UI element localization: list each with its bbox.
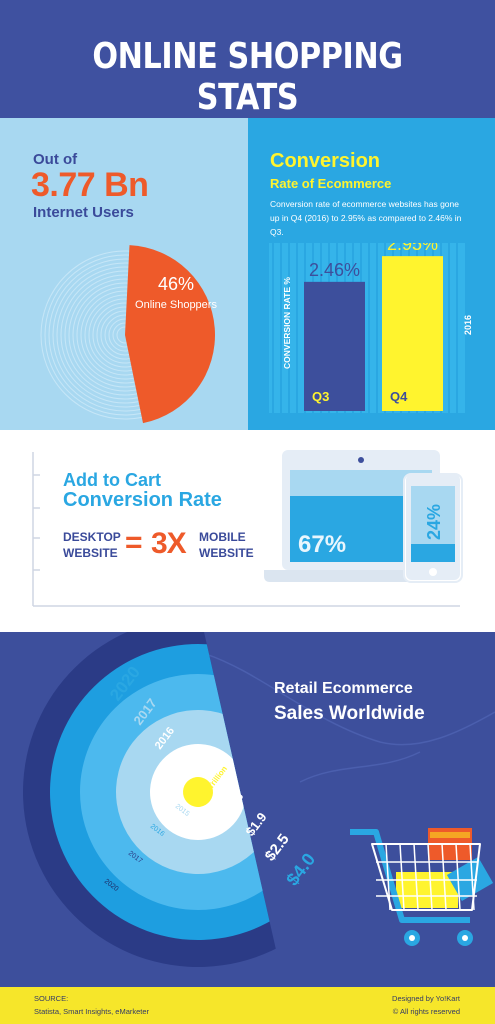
bar-value-label: 2.95% — [387, 243, 438, 254]
chart-year-label: 2016 — [463, 315, 473, 335]
mobile-label-line1: MOBILE — [199, 530, 246, 544]
retail-title: Retail Ecommerce — [274, 680, 413, 697]
desktop-rate: 67% — [298, 531, 346, 558]
cart-grid-line — [399, 843, 405, 911]
conversion-bar-chart: CONVERSION RATE % 2016 2.46% Q3 2.95% Q4 — [269, 243, 473, 413]
cart-grid-line — [441, 843, 447, 911]
add-to-cart-subtitle: Conversion Rate — [63, 489, 222, 511]
rights-notice: © All rights reserved — [392, 1007, 460, 1016]
online-shoppers-pie: 46% Online Shoppers — [40, 245, 217, 424]
pie-share-value: 46% — [158, 274, 194, 294]
header-banner — [0, 0, 495, 118]
bg-curve-2 — [299, 751, 421, 783]
internet-users-panel — [0, 118, 248, 430]
multiplier: 3X — [151, 527, 187, 560]
phone-icon: 24% — [403, 473, 463, 583]
bar-category-label: Q4 — [390, 389, 408, 404]
mobile-rate: 24% — [424, 504, 444, 540]
ring-core — [183, 777, 213, 807]
equals-sign: = — [125, 526, 143, 559]
conversion-description: Conversion rate of ecommerce websites ha… — [270, 199, 462, 237]
users-prefix: Out of — [33, 151, 78, 168]
retail-subtitle: Sales Worldwide — [274, 703, 425, 724]
mobile-rate-fill — [411, 544, 455, 562]
add-to-cart-title: Add to Cart — [63, 470, 161, 490]
users-suffix: Internet Users — [33, 204, 134, 221]
footer — [0, 987, 495, 1024]
designer-credit: Designed by Yo!Kart — [392, 994, 460, 1003]
conversion-subtitle: Rate of Ecommerce — [270, 176, 392, 191]
pie-slice-online-shoppers — [125, 245, 215, 424]
bar-value-label: 2.46% — [309, 260, 360, 280]
devices-illustration: 67% 24% — [32, 450, 463, 607]
mobile-label-line2: WEBSITE — [199, 546, 254, 560]
bar-q4 — [382, 256, 443, 411]
source-list: Statista, Smart Insights, eMarketer — [34, 1007, 150, 1016]
desktop-label-line2: WEBSITE — [63, 546, 118, 560]
value-label: $4.0 — [282, 849, 319, 889]
shopping-cart-icon — [350, 828, 494, 946]
cart-grid-line — [427, 843, 433, 911]
page-title: ONLINE SHOPPING STATS — [92, 36, 403, 118]
cart-grid-line — [469, 843, 475, 911]
users-total: 3.77 Bn — [31, 166, 149, 204]
source-label: SOURCE: — [34, 994, 69, 1003]
conversion-title: Conversion — [270, 150, 381, 172]
value-label: $2.5 — [262, 831, 293, 865]
bar-q3 — [304, 281, 365, 411]
bar-category-label: Q3 — [312, 389, 329, 404]
pie-share-label: Online Shoppers — [135, 299, 217, 311]
chart-bars: 2.46% Q3 2.95% Q4 — [304, 243, 443, 411]
cart-grid-line — [413, 843, 419, 911]
cart-grid-line — [455, 843, 461, 911]
desktop-label-line1: DESKTOP — [63, 530, 121, 544]
chart-ylabel: CONVERSION RATE % — [282, 277, 292, 369]
axis-ticks — [33, 474, 40, 571]
retail-sales-illustration: 2020 2017 2016 2015 In Trillion $1.5 $1.… — [22, 632, 495, 967]
cart-grid-line — [385, 843, 391, 911]
